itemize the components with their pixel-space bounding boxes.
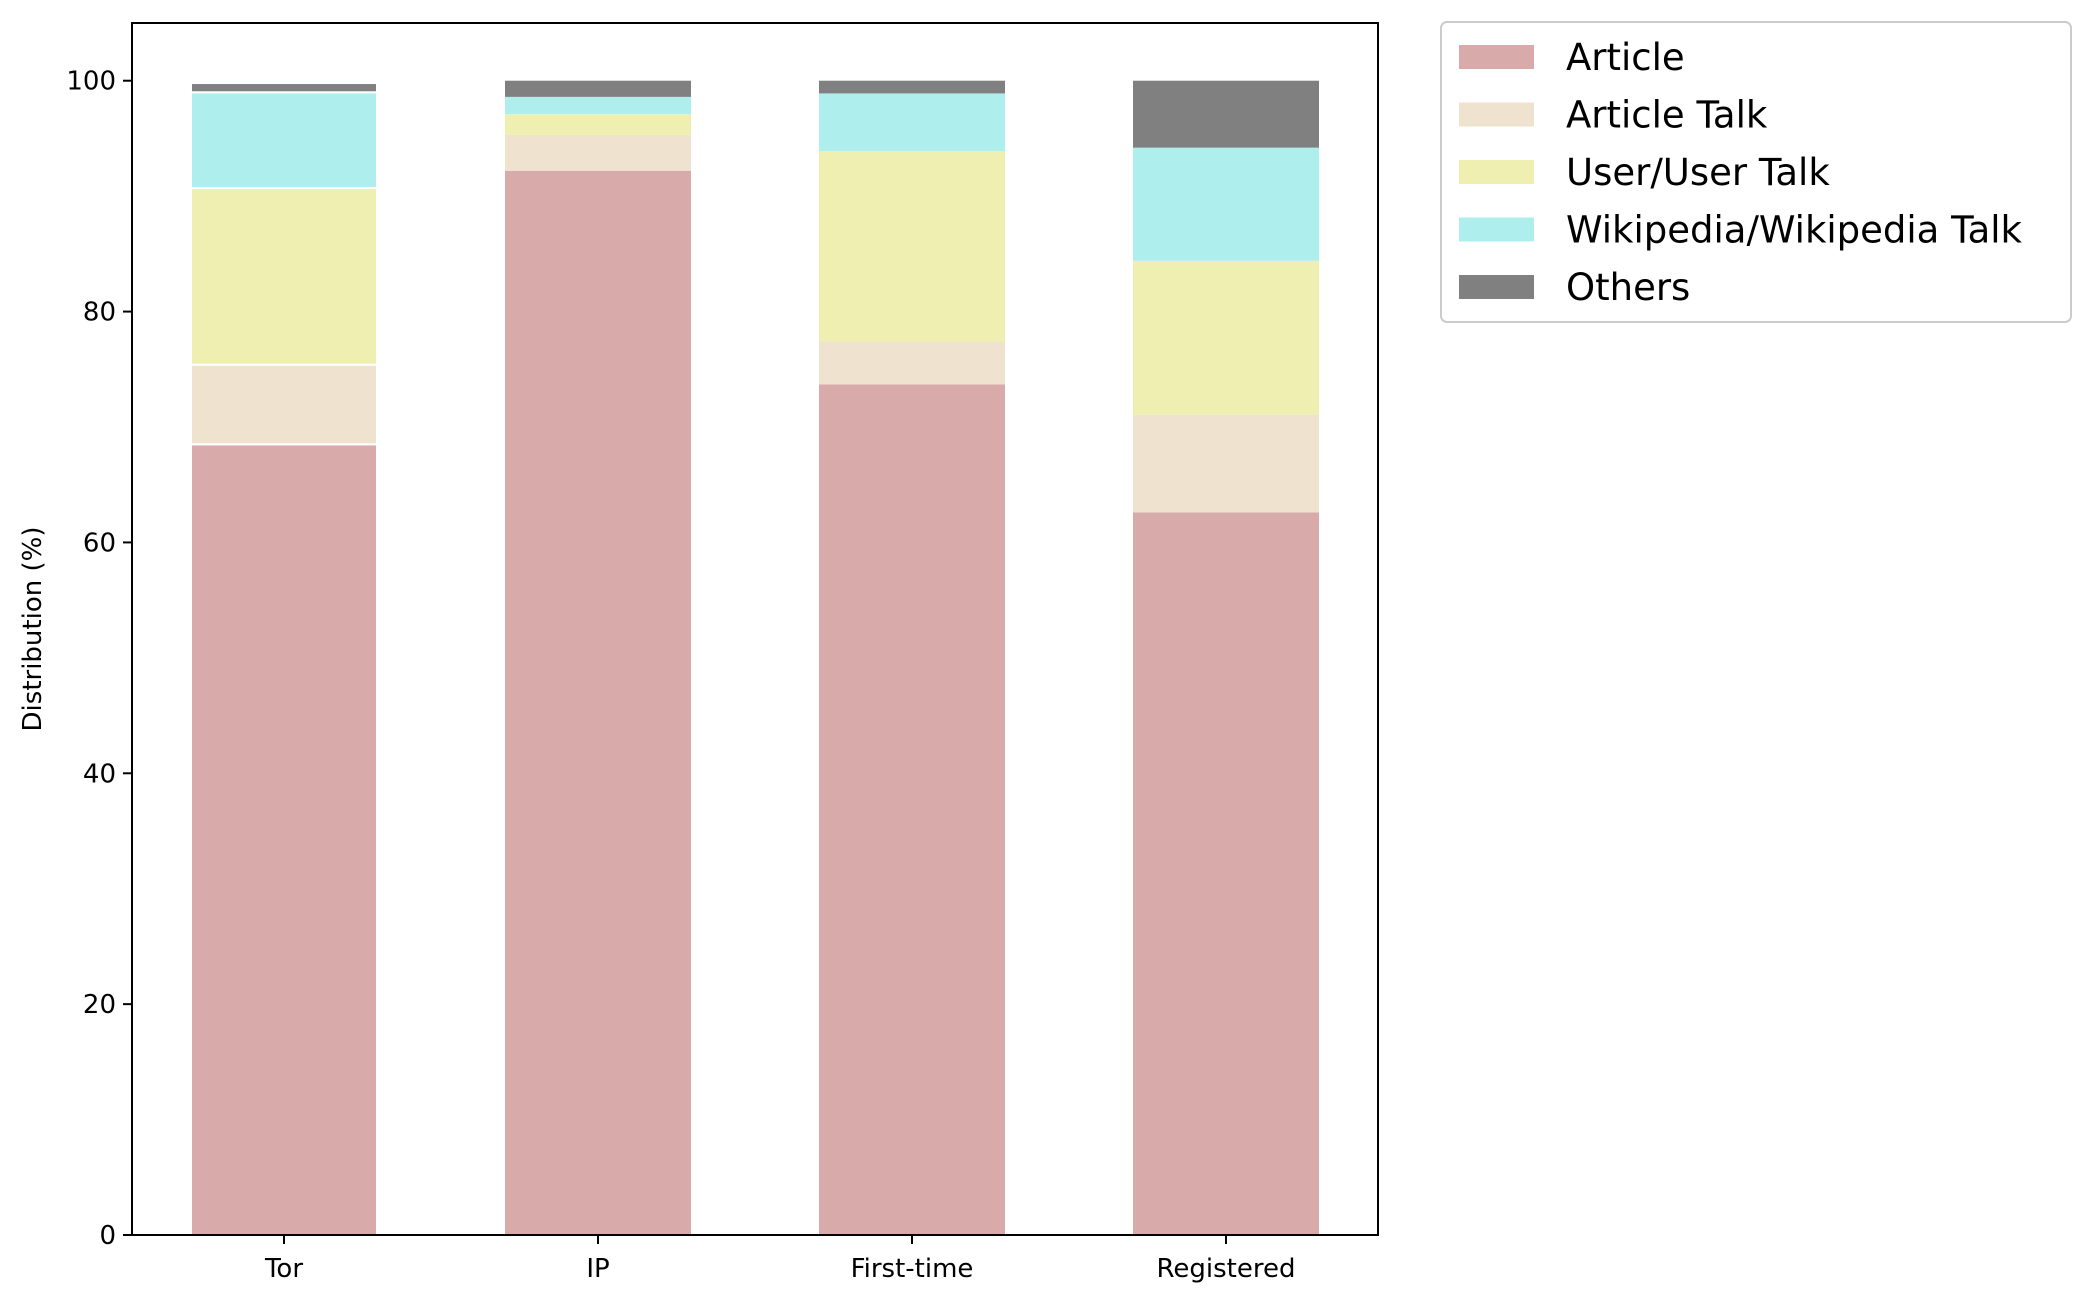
bar-ip-wikipedia-wikipedia-talk: [505, 96, 691, 115]
legend-label: Article: [1566, 36, 1685, 79]
legend-swatch: [1459, 275, 1534, 299]
y-axis-label: Distribution (%): [18, 527, 48, 732]
bar-registered-wikipedia-wikipedia-talk: [1133, 147, 1319, 261]
bar-ip-article: [505, 170, 691, 1236]
bar-tor-article: [190, 443, 378, 1237]
legend-swatch: [1459, 160, 1534, 184]
bar-registered-article-talk: [1133, 414, 1319, 513]
bars-layer: [190, 80, 1319, 1237]
bar-first-time-article: [819, 384, 1005, 1235]
y-tick-label: 80: [83, 298, 116, 328]
bar-tor-user-user-talk: [190, 187, 378, 366]
bar-ip-article-talk: [505, 134, 691, 171]
x-tick-label: Registered: [1157, 1254, 1296, 1284]
x-tick-label: IP: [586, 1254, 609, 1284]
y-tick-label: 100: [66, 67, 116, 97]
bar-ip-user-user-talk: [505, 114, 691, 135]
y-tick-label: 20: [83, 990, 116, 1020]
x-tick-label: First-time: [851, 1254, 974, 1284]
y-tick-label: 60: [83, 528, 116, 558]
plot-frame: [131, 22, 1379, 1236]
legend-swatch: [1459, 217, 1534, 242]
bar-registered-article: [1133, 512, 1319, 1235]
legend-label: User/User Talk: [1566, 151, 1830, 194]
bar-first-time-user-user-talk: [819, 151, 1005, 342]
legend-label: Wikipedia/Wikipedia Talk: [1566, 209, 2023, 252]
bar-first-time-wikipedia-wikipedia-talk: [819, 93, 1005, 152]
legend-swatch: [1459, 45, 1534, 69]
bar-registered-others: [1133, 80, 1319, 148]
legend-label: Article Talk: [1566, 94, 1768, 137]
y-tick-label: 40: [83, 759, 116, 789]
bar-ip-others: [505, 80, 691, 97]
legend: Article Article Talk User/User Talk Wikiped…: [1440, 21, 2072, 323]
bar-registered-user-user-talk: [1133, 260, 1319, 415]
legend-items: Article Article Talk User/User Talk Wikiped…: [1459, 36, 2023, 309]
x-tick-label: Tor: [264, 1254, 303, 1284]
bar-first-time-article-talk: [819, 341, 1005, 385]
y-axis: 0 20 40 60 80 100: [66, 67, 132, 1251]
legend-frame: [1440, 21, 2072, 323]
y-tick-label: 0: [99, 1221, 116, 1251]
bar-tor-others: [190, 82, 378, 94]
legend-swatch: [1459, 102, 1534, 127]
x-axis: Tor IP First-time Registered: [264, 1235, 1296, 1284]
legend-label: Others: [1566, 266, 1690, 309]
bar-first-time-others: [819, 80, 1005, 94]
bar-tor-article-talk: [190, 363, 378, 446]
bar-tor-wikipedia-wikipedia-talk: [190, 91, 378, 190]
